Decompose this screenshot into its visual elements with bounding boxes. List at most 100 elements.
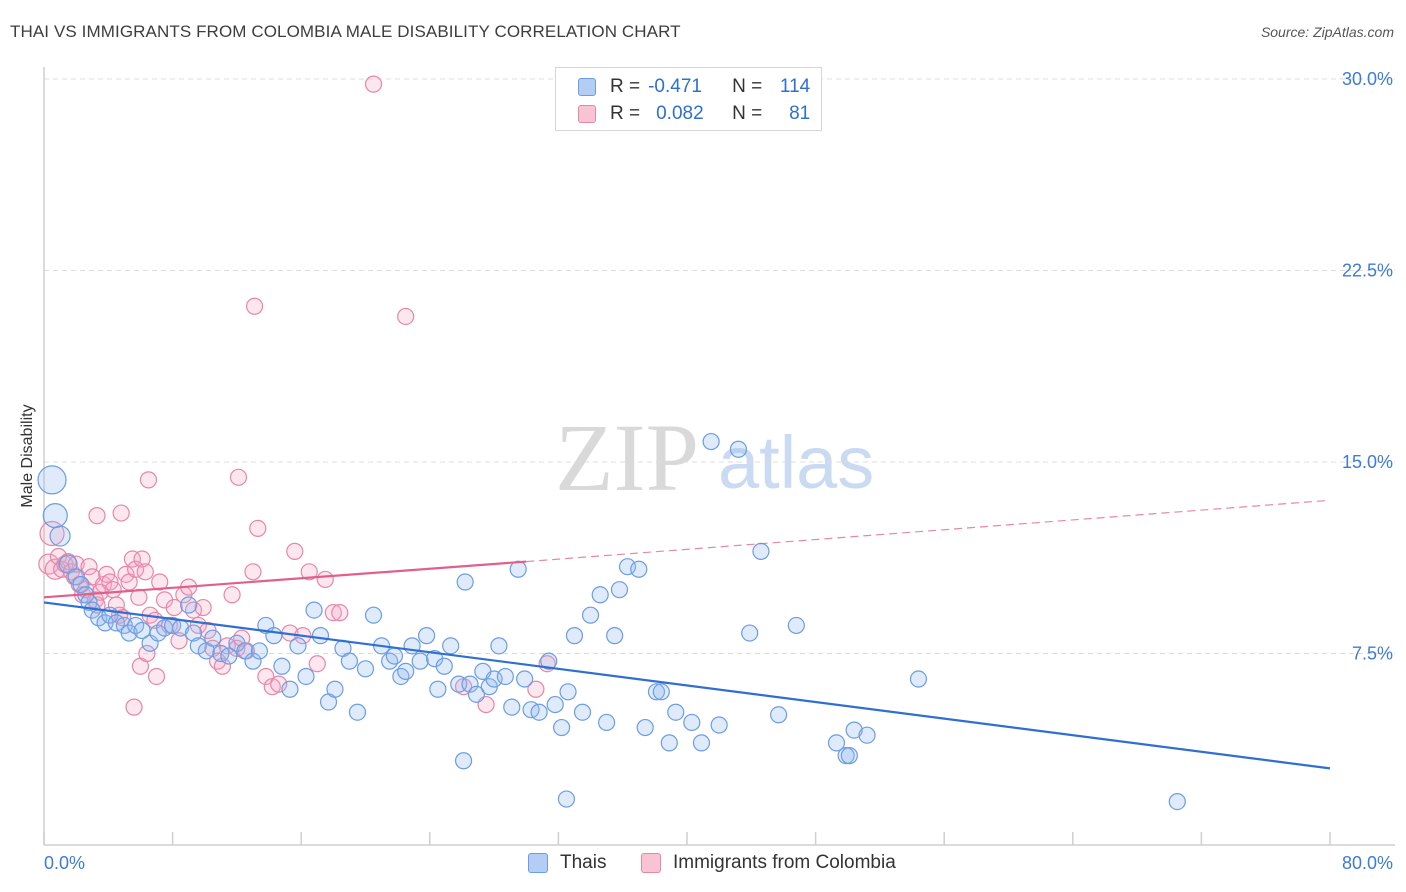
data-point-thais xyxy=(581,606,600,624)
n-value: 114 xyxy=(779,76,811,97)
data-point-thais xyxy=(364,606,383,624)
data-point-thais xyxy=(381,652,399,670)
trend-lines xyxy=(43,499,1331,770)
data-point-thais xyxy=(454,752,473,770)
data-point-thais xyxy=(710,716,728,734)
data-point-thais xyxy=(496,667,514,686)
data-point-thais xyxy=(845,721,863,739)
data-point-colombia xyxy=(397,307,415,326)
data-point-thais xyxy=(456,573,474,591)
data-point-thais xyxy=(461,675,479,693)
data-point-thais xyxy=(647,683,666,701)
data-point-colombia xyxy=(136,563,154,581)
data-point-thais xyxy=(180,596,198,614)
data-point-thais xyxy=(553,718,571,737)
data-point-colombia xyxy=(123,550,142,568)
axes xyxy=(43,67,1395,846)
data-point-thais xyxy=(683,713,701,732)
data-point-thais xyxy=(667,703,685,721)
data-point-colombia xyxy=(139,471,158,489)
data-point-colombia xyxy=(331,604,349,622)
data-point-thais xyxy=(827,734,846,752)
x-tick-label: 0.0% xyxy=(44,853,85,873)
data-point-thais xyxy=(326,680,344,698)
data-point-thais xyxy=(729,440,748,458)
data-point-thais xyxy=(490,637,508,655)
data-point-thais xyxy=(909,670,928,688)
data-point-thais xyxy=(58,554,78,574)
watermark-zip: ZIP xyxy=(555,404,699,511)
legend-item-colombia: Immigrants from Colombia xyxy=(641,852,896,874)
data-point-colombia xyxy=(286,542,304,560)
y-tick-label: 15.0% xyxy=(1342,452,1393,472)
data-point-thais xyxy=(435,657,453,675)
data-point-thais xyxy=(606,627,624,645)
y-tick-label: 7.5% xyxy=(1352,644,1393,664)
data-point-thais xyxy=(485,670,503,688)
data-point-colombia xyxy=(300,563,318,581)
data-point-colombia xyxy=(223,586,241,604)
data-point-thais xyxy=(417,627,436,645)
data-point-colombia xyxy=(88,507,106,525)
data-point-thais xyxy=(565,627,584,645)
data-point-thais xyxy=(311,627,330,645)
n-value: 81 xyxy=(789,103,811,124)
n-label: N = xyxy=(732,76,763,97)
data-point-thais xyxy=(610,581,629,599)
correlation-legend: R = -0.471 N = 114 R = 0.082 N = 81 xyxy=(555,67,822,131)
data-point-colombia xyxy=(257,667,275,686)
data-point-colombia xyxy=(270,675,288,693)
data-point-thais xyxy=(503,698,521,716)
data-point-thais xyxy=(591,586,609,604)
data-point-thais xyxy=(692,734,711,752)
r-label: R = xyxy=(610,76,641,97)
tick-labels: 7.5% 15.0% 22.5% 30.0% 0.0% 80.0% xyxy=(44,69,1393,873)
data-point-thais xyxy=(630,560,648,578)
data-point-colombia xyxy=(112,504,130,522)
data-point-colombia xyxy=(184,601,203,619)
data-point-colombia xyxy=(170,632,188,650)
data-point-thais xyxy=(516,670,534,688)
data-point-thais xyxy=(741,624,759,642)
data-point-colombia xyxy=(165,598,183,617)
r-label: R = xyxy=(610,103,641,124)
data-point-thais xyxy=(244,652,262,670)
data-point-thais xyxy=(442,637,460,655)
trend-line-colombia-extension xyxy=(526,499,1331,563)
data-point-colombia xyxy=(151,573,169,591)
data-point-thais xyxy=(392,667,410,686)
data-point-colombia xyxy=(527,680,545,698)
data-point-thais xyxy=(573,703,592,721)
data-point-thais xyxy=(752,542,770,560)
legend-label-thais: Thais xyxy=(560,852,607,873)
data-point-colombia xyxy=(147,667,166,686)
y-tick-label: 30.0% xyxy=(1342,69,1393,89)
data-point-thais xyxy=(385,647,404,665)
y-tick-label: 22.5% xyxy=(1342,261,1393,281)
legend-item-thais: Thais xyxy=(528,852,606,874)
data-point-thais xyxy=(702,432,720,451)
data-point-thais xyxy=(397,662,415,680)
data-point-thais xyxy=(37,465,67,495)
data-point-thais xyxy=(204,629,222,647)
data-point-thais xyxy=(250,642,269,660)
data-point-thais xyxy=(467,685,486,703)
data-point-thais xyxy=(840,747,858,765)
trend-line-thais xyxy=(43,601,1331,770)
data-point-thais xyxy=(660,734,678,752)
data-point-thais xyxy=(289,637,307,655)
data-point-colombia xyxy=(138,644,156,663)
series-thais xyxy=(37,432,1186,811)
data-point-colombia xyxy=(104,581,122,599)
legend-swatch-thais xyxy=(578,78,596,96)
data-point-thais xyxy=(858,726,876,744)
data-point-thais xyxy=(1168,792,1186,811)
data-point-thais xyxy=(787,616,805,635)
trend-line-colombia xyxy=(43,560,527,599)
data-point-thais xyxy=(42,503,68,529)
data-point-thais xyxy=(652,683,670,701)
legend-swatch-thais xyxy=(528,853,548,873)
data-point-colombia xyxy=(127,560,145,578)
data-point-colombia xyxy=(194,598,212,617)
data-point-colombia xyxy=(233,629,251,647)
